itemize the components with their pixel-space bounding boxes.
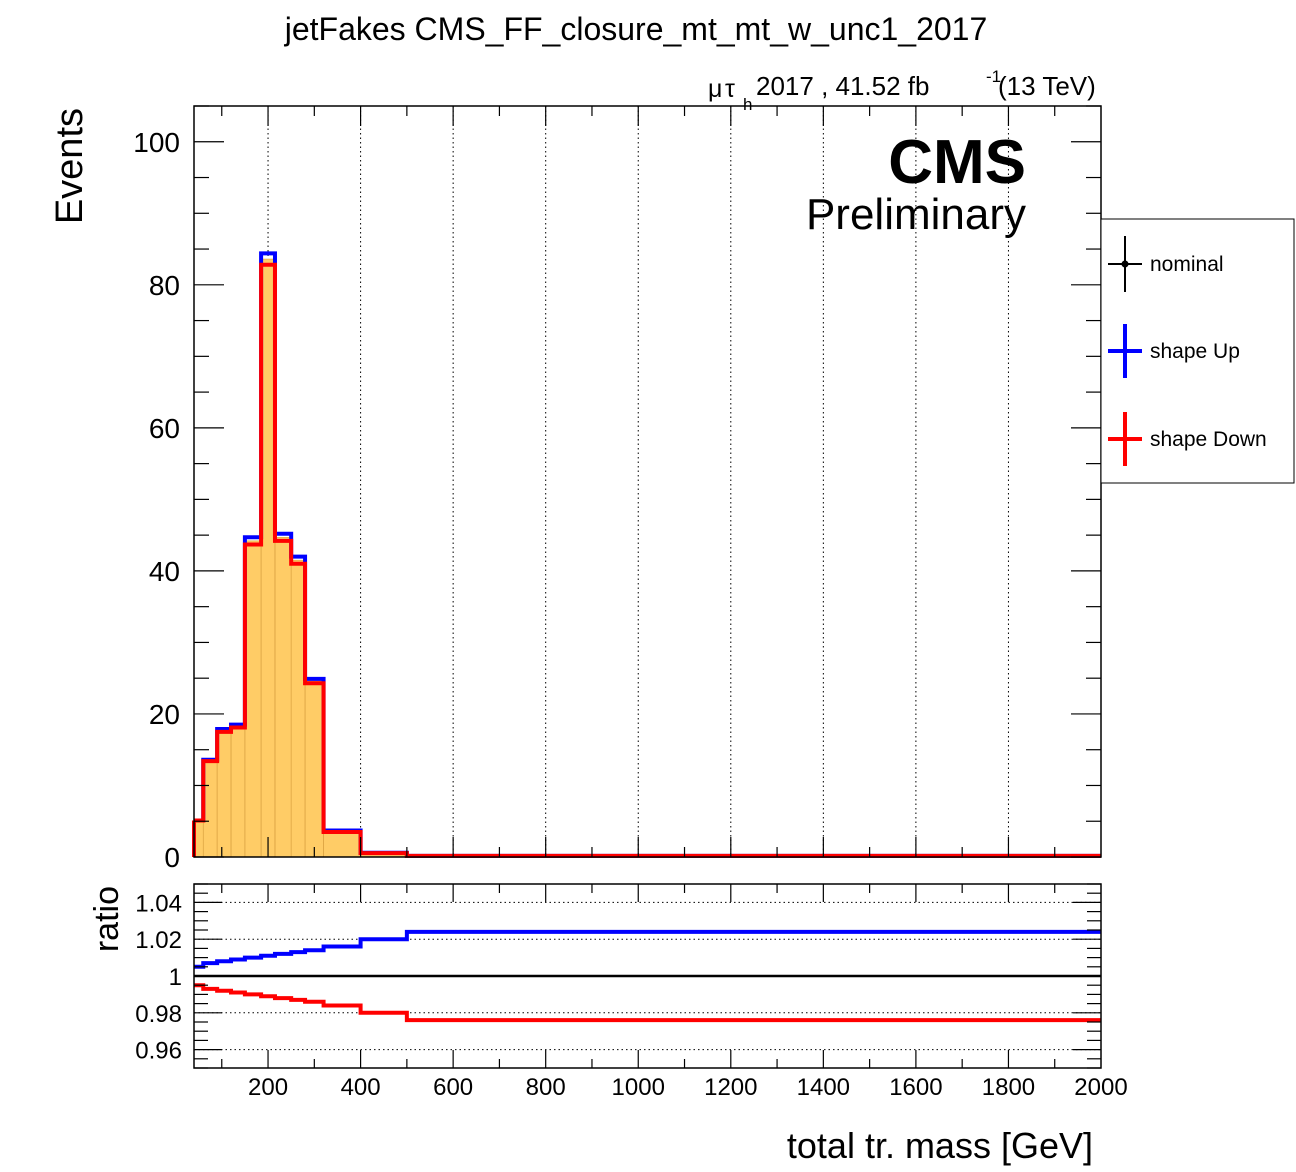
x-tick-label: 800 — [526, 1074, 566, 1101]
ratio-shape-down-line — [194, 983, 1101, 1023]
lumi-superscript: -1 — [986, 67, 1001, 86]
x-tick-label: 1600 — [889, 1074, 942, 1101]
legend-entry-nominal: nominal — [1108, 236, 1224, 292]
y-tick-label: 40 — [149, 556, 180, 587]
x-tick-label: 200 — [248, 1074, 288, 1101]
series-shape-down-line — [194, 262, 1101, 858]
legend-nominal-marker — [1121, 260, 1129, 268]
x-tick-label: 1800 — [982, 1074, 1035, 1101]
y-tick-label: 100 — [133, 127, 180, 158]
x-tick-label: 400 — [341, 1074, 381, 1101]
legend-entry-shape-up: shape Up — [1108, 324, 1240, 378]
lumi-tau: τ — [725, 75, 735, 103]
x-tick-label: 1200 — [704, 1074, 757, 1101]
ratio-y-tick-label: 0.96 — [135, 1038, 182, 1065]
y-tick-label: 0 — [164, 842, 180, 873]
x-tick-label: 1400 — [797, 1074, 850, 1101]
lumi-mu: μ — [708, 75, 722, 103]
x-axis-title: total tr. mass [GeV] — [787, 1125, 1093, 1166]
cms-label: CMS — [888, 128, 1026, 197]
ratio-y-tick-label: 1.02 — [135, 927, 182, 954]
series-nominal-fill — [194, 259, 1101, 858]
ratio-lines — [194, 929, 1101, 1023]
ratio-y-tick-label: 0.98 — [135, 1001, 182, 1028]
x-tick-label: 1000 — [612, 1074, 665, 1101]
main-axes: 0 20 40 60 80 100 — [133, 105, 1101, 873]
lumi-main-text: 2017 , 41.52 fb — [756, 71, 929, 101]
ratio-axis-title: ratio — [88, 886, 126, 952]
legend-entry-shape-down: shape Down — [1108, 412, 1267, 466]
ratio-y-tick-label: 1 — [169, 964, 182, 991]
y-axis-title: Events — [49, 108, 91, 224]
x-tick-label: 600 — [433, 1074, 473, 1101]
ratio-shape-up-line — [194, 929, 1101, 969]
x-tick-label: 2000 — [1074, 1074, 1127, 1101]
ratio-axes: 0.96 0.98 1 1.02 1.04 200 400 600 800 1000 1200 140… — [135, 883, 1128, 1101]
legend-label-shape-up: shape Up — [1150, 340, 1240, 363]
chart-title: jetFakes CMS_FF_closure_mt_mt_w_unc1_201… — [284, 11, 988, 47]
legend: nominal shape Up shape Down — [1100, 218, 1295, 484]
legend-label-nominal: nominal — [1150, 253, 1224, 276]
ratio-y-tick-label: 1.04 — [135, 890, 182, 917]
legend-label-shape-down: shape Down — [1150, 428, 1267, 451]
y-tick-label: 60 — [149, 413, 180, 444]
y-tick-label: 80 — [149, 270, 180, 301]
cms-preliminary-label: Preliminary — [806, 190, 1026, 239]
lumi-subscript: h — [743, 95, 752, 114]
lumi-energy: (13 TeV) — [998, 71, 1096, 101]
lumi-label: μ τ h 2017 , 41.52 fb -1 (13 TeV) — [708, 67, 1096, 114]
y-tick-label: 20 — [149, 699, 180, 730]
